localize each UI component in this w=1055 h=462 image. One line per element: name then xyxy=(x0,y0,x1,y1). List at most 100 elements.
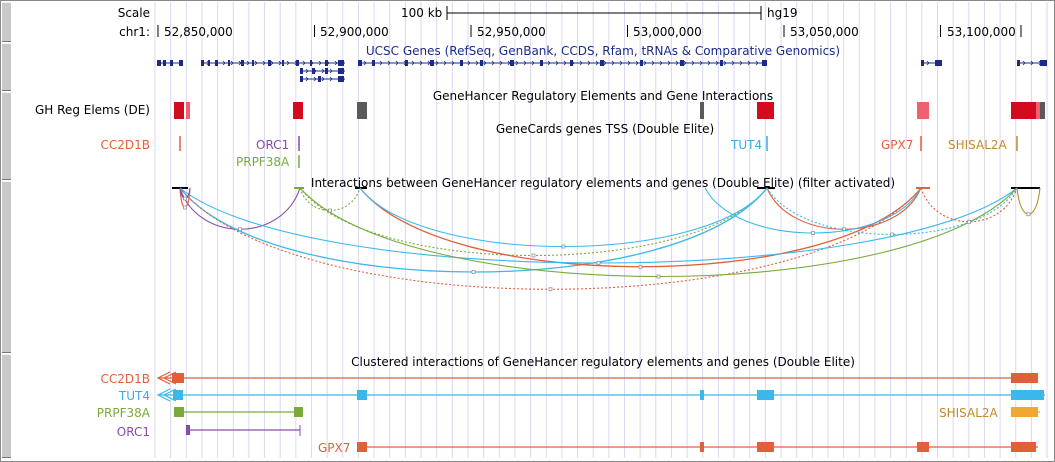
gene-model-strand xyxy=(387,60,391,66)
gene-model-strand xyxy=(222,60,226,66)
gene-model-strand xyxy=(419,60,423,66)
gene-model-exon xyxy=(282,60,284,66)
cluster-block xyxy=(700,442,704,452)
gene-model-strand xyxy=(254,60,258,66)
gene-model-strand xyxy=(755,60,759,66)
tss-title[interactable]: GeneCards genes TSS (Double Elite) xyxy=(495,122,715,136)
gene-model-strand xyxy=(411,60,415,66)
gutter-ruler[interactable] xyxy=(2,2,11,42)
regulatory-element xyxy=(1036,102,1040,119)
gene-model-strand xyxy=(451,60,455,66)
gene-model-exon xyxy=(325,60,328,66)
tick-label: 53,100,000 xyxy=(947,25,1016,39)
tss-gene-cc2d1b[interactable]: CC2D1B xyxy=(100,138,151,152)
clustered-inline-label[interactable]: SHISAL2A xyxy=(939,406,998,420)
regulatory-element xyxy=(700,102,704,119)
gene-model-strand xyxy=(427,60,431,66)
gutter-interactions[interactable] xyxy=(2,181,11,353)
clustered-row-label[interactable]: TUT4 xyxy=(118,389,150,403)
gene-model-strand xyxy=(491,60,495,66)
gene-model-strand xyxy=(739,60,743,66)
ucsc-genes-title[interactable]: UCSC Genes (RefSeq, GenBank, CCDS, Rfam,… xyxy=(365,44,841,58)
gene-model-strand xyxy=(246,60,250,66)
gene-model-exon xyxy=(338,68,344,74)
gene-model-strand xyxy=(603,60,607,66)
clustered-row-label[interactable]: PRPF38A xyxy=(96,406,150,420)
gene-model-exon xyxy=(600,60,604,66)
cluster-block xyxy=(1011,373,1038,383)
clustered-row-label[interactable]: ORC1 xyxy=(116,425,150,439)
gene-model-strand xyxy=(651,60,655,66)
cluster-arrow xyxy=(156,371,171,385)
gene-model-strand xyxy=(435,60,439,66)
tick-label: 53,000,000 xyxy=(633,25,702,39)
gh-reg-title[interactable]: GeneHancer Regulatory Elements and Gene … xyxy=(432,89,774,103)
gene-model-exon xyxy=(300,68,303,74)
clustered-row-label[interactable]: CC2D1B xyxy=(100,372,151,386)
interaction-arc xyxy=(704,187,922,234)
gene-model-exon xyxy=(358,60,362,66)
regulatory-element xyxy=(186,102,190,119)
gene-model-strand xyxy=(334,60,338,66)
gene-model-strand xyxy=(162,60,166,66)
gene-model-exon xyxy=(921,60,924,66)
tss-gene-tut4[interactable]: TUT4 xyxy=(731,138,763,152)
tss-gene-prpf38a[interactable]: PRPF38A xyxy=(236,155,290,169)
gene-model-strand xyxy=(278,60,282,66)
gene-model-exon xyxy=(1040,60,1047,66)
arc-midpoint xyxy=(183,196,187,201)
gene-model-strand xyxy=(326,60,330,66)
gene-model-strand xyxy=(238,60,242,66)
gene-model-strand xyxy=(371,60,375,66)
interactions-title[interactable]: Interactions between GeneHancer regulato… xyxy=(310,176,896,190)
gene-model-strand xyxy=(214,60,218,66)
gene-model-strand xyxy=(305,76,309,82)
cluster-block xyxy=(1011,407,1038,417)
gene-model-strand xyxy=(515,60,519,66)
clustered-title[interactable]: Clustered interactions of GeneHancer reg… xyxy=(351,355,855,369)
interaction-arc xyxy=(1016,187,1041,215)
gene-model-strand xyxy=(499,60,503,66)
cluster-block xyxy=(357,442,367,452)
gene-model-strand xyxy=(286,60,290,66)
tss-gene-orc1[interactable]: ORC1 xyxy=(256,138,290,152)
clustered-inline-label[interactable]: GPX7 xyxy=(318,441,351,455)
interaction-arc xyxy=(766,187,922,230)
regulatory-element xyxy=(174,102,184,119)
tss-gene-shisal2a[interactable]: SHISAL2A xyxy=(948,138,1007,152)
gene-model-exon xyxy=(680,60,684,66)
gene-model-strand xyxy=(363,60,367,66)
arc-midpoint xyxy=(967,219,971,224)
cluster-block xyxy=(174,407,184,417)
gene-model-exon xyxy=(268,60,271,66)
gene-model-strand xyxy=(691,60,695,66)
cluster-block xyxy=(1036,390,1044,400)
cluster-arrow xyxy=(156,388,171,402)
gene-model-exon xyxy=(640,60,643,66)
gutter-gh-reg[interactable] xyxy=(2,92,11,180)
gene-model-strand xyxy=(531,60,535,66)
scale-bar-text: 100 kb xyxy=(401,6,443,20)
arc-midpoint xyxy=(596,261,601,265)
gene-model-exon xyxy=(252,60,254,66)
gene-model-strand xyxy=(379,60,383,66)
arc-midpoint xyxy=(471,270,476,274)
gene-model-strand xyxy=(403,60,407,66)
gh-reg-label[interactable]: GH Reg Elems (DE) xyxy=(35,103,150,117)
gene-model-strand xyxy=(675,60,679,66)
tick-label: 53,050,000 xyxy=(790,25,859,39)
gutter-clustered[interactable] xyxy=(2,354,11,458)
gene-model-strand xyxy=(313,68,317,74)
interaction-arc xyxy=(359,187,768,248)
tss-gene-gpx7[interactable]: GPX7 xyxy=(881,138,914,152)
gene-model-strand xyxy=(329,76,333,82)
gene-model-strand xyxy=(619,60,623,66)
gene-model-exon xyxy=(338,76,344,82)
gutter-ucsc-genes[interactable] xyxy=(2,43,11,91)
gene-model-strand xyxy=(337,76,341,82)
tick-label: 52,850,000 xyxy=(164,25,233,39)
gene-model-strand xyxy=(321,76,325,82)
regulatory-element xyxy=(917,102,929,119)
